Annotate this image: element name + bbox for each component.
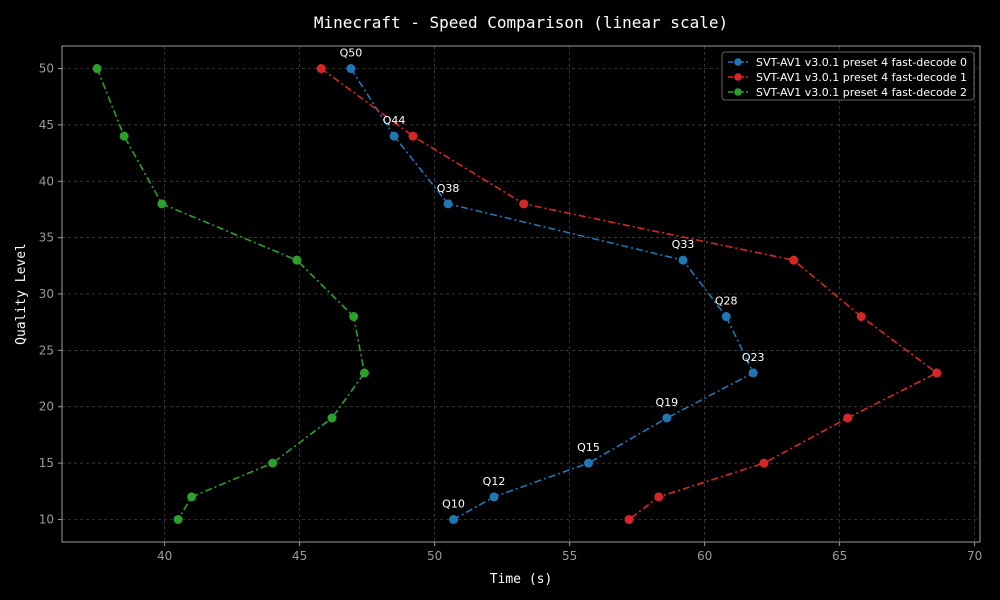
data-point xyxy=(327,413,337,423)
legend-item: SVT-AV1 v3.0.1 preset 4 fast-decode 0 xyxy=(728,56,967,69)
point-label: Q10 xyxy=(442,497,465,510)
grid-layer xyxy=(62,46,980,542)
chart-title: Minecraft - Speed Comparison (linear sca… xyxy=(314,13,728,32)
data-point xyxy=(349,312,359,322)
data-point xyxy=(843,413,853,423)
y-tick-label: 20 xyxy=(39,400,54,414)
legend-marker xyxy=(734,88,742,96)
data-point xyxy=(346,64,356,74)
data-point xyxy=(443,199,453,209)
x-tick-label: 40 xyxy=(157,549,172,563)
x-tick-label: 60 xyxy=(697,549,712,563)
data-point xyxy=(654,492,664,502)
y-tick-label: 10 xyxy=(39,512,54,526)
data-point xyxy=(389,131,399,141)
data-point xyxy=(932,368,942,378)
data-point xyxy=(173,514,183,524)
series-layer xyxy=(92,64,942,524)
x-axis-label: Time (s) xyxy=(490,572,553,587)
data-point xyxy=(119,131,129,141)
y-tick-label: 45 xyxy=(39,118,54,132)
data-point xyxy=(721,312,731,322)
data-point xyxy=(359,368,369,378)
series-1 xyxy=(316,64,942,524)
point-label: Q15 xyxy=(577,441,600,454)
data-point xyxy=(449,514,458,524)
data-point xyxy=(157,199,167,209)
data-point xyxy=(316,64,326,74)
data-point xyxy=(92,64,102,74)
x-tick-label: 70 xyxy=(967,549,982,563)
legend-label: SVT-AV1 v3.0.1 preset 4 fast-decode 0 xyxy=(756,56,967,69)
y-tick-label: 35 xyxy=(39,231,54,245)
data-point xyxy=(759,458,769,468)
y-tick-label: 15 xyxy=(39,456,54,470)
data-point xyxy=(519,199,529,209)
point-label: Q28 xyxy=(715,295,738,308)
data-point xyxy=(789,255,799,265)
series-line xyxy=(96,68,366,520)
point-label: Q19 xyxy=(655,396,678,409)
data-point xyxy=(292,255,302,265)
legend-label: SVT-AV1 v3.0.1 preset 4 fast-decode 2 xyxy=(756,86,967,99)
data-point xyxy=(187,492,197,502)
legend: SVT-AV1 v3.0.1 preset 4 fast-decode 0 SVT… xyxy=(721,51,975,101)
point-label: Q44 xyxy=(383,114,406,127)
data-point xyxy=(584,458,593,468)
data-point xyxy=(268,458,278,468)
legend-box xyxy=(721,51,975,101)
data-point xyxy=(624,514,634,524)
point-label: Q38 xyxy=(437,182,460,195)
legend-item: SVT-AV1 v3.0.1 preset 4 fast-decode 1 xyxy=(728,71,967,84)
point-label: Q33 xyxy=(672,238,695,251)
data-point xyxy=(678,255,688,265)
x-tick-label: 50 xyxy=(427,549,442,563)
legend-marker xyxy=(734,58,742,66)
data-point xyxy=(489,492,499,502)
y-axis-label: Quality Level xyxy=(14,243,29,345)
data-point xyxy=(408,131,418,141)
y-tick-label: 50 xyxy=(39,62,54,76)
legend-marker xyxy=(734,73,742,81)
data-point xyxy=(856,312,866,322)
legend-label: SVT-AV1 v3.0.1 preset 4 fast-decode 1 xyxy=(756,71,967,84)
point-label: Q50 xyxy=(340,47,363,60)
series-line xyxy=(350,68,755,521)
x-tick-label: 65 xyxy=(832,549,847,563)
x-tick-label: 55 xyxy=(562,549,577,563)
data-point xyxy=(662,413,672,423)
point-label: Q23 xyxy=(742,351,765,364)
x-tick-label: 45 xyxy=(292,549,307,563)
tick-layer: 40 45 50 55 60 65 70 10 15 20 25 30 35 40 45 50 xyxy=(39,62,983,563)
data-point xyxy=(748,368,758,378)
series-0 xyxy=(346,64,758,524)
y-tick-label: 30 xyxy=(39,287,54,301)
series-2 xyxy=(92,64,369,524)
y-tick-label: 25 xyxy=(39,343,54,357)
point-label-layer: Q50 Q44 Q38 Q33 Q28 Q23 Q19 Q15 Q12 Q10 xyxy=(340,47,765,511)
legend-item: SVT-AV1 v3.0.1 preset 4 fast-decode 2 xyxy=(728,86,967,99)
point-label: Q12 xyxy=(483,475,506,488)
y-tick-label: 40 xyxy=(39,174,54,188)
